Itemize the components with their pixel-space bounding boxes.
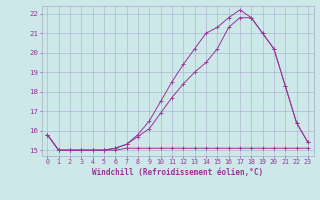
X-axis label: Windchill (Refroidissement éolien,°C): Windchill (Refroidissement éolien,°C): [92, 168, 263, 177]
